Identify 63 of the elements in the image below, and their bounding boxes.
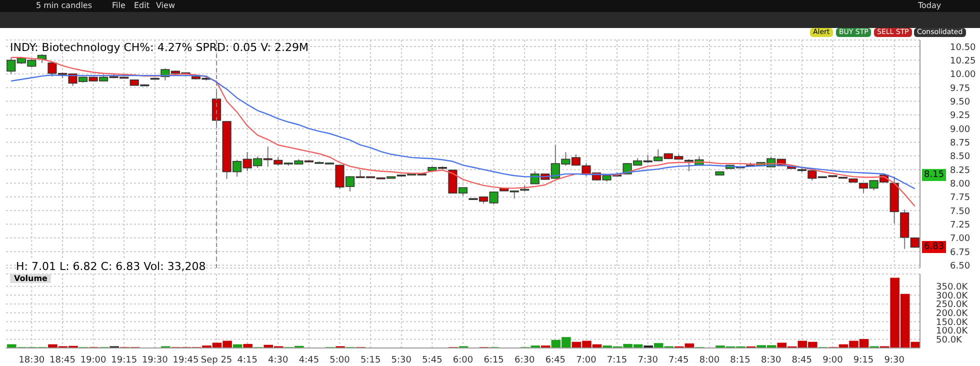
y-tick-label: 10.00 <box>950 70 976 80</box>
x-tick-label: 4:15 <box>237 355 258 366</box>
y-tick-label: 200.0K <box>936 308 969 319</box>
x-tick-label: 8:00 <box>699 355 720 366</box>
annotation: H: 7.01 L: 6.82 C: 6.83 Vol: 33,208 <box>16 260 206 273</box>
y-tick-label: 8.00 <box>950 179 970 190</box>
x-tick-label: 7:30 <box>638 355 658 366</box>
text: View <box>156 0 175 12</box>
x-tick-label: 6:45 <box>545 355 566 366</box>
x-tick-label: Sep 25 <box>200 355 232 366</box>
y-tick-label: 8.50 <box>950 152 970 162</box>
x-tick-label: 6:15 <box>484 355 504 366</box>
x-tick-label: 19:30 <box>142 355 168 366</box>
y-tick-label: 100.0K <box>936 326 969 337</box>
text: 6.83 <box>922 241 946 254</box>
x-tick-label: 5:45 <box>422 355 442 366</box>
x-tick-label: 8:45 <box>792 355 812 366</box>
x-tick-label: 6:00 <box>452 355 474 366</box>
y-tick-label: 350.0K <box>936 282 969 293</box>
x-tick-label: 7:45 <box>668 355 689 366</box>
x-tick-label: 7:00 <box>576 355 597 366</box>
y-tick-label: 250.0K <box>936 300 969 310</box>
x-tick-label: 4:45 <box>298 355 320 366</box>
y-tick-label: 7.50 <box>950 206 970 217</box>
y-tick-label: 150.0K <box>936 318 969 328</box>
y-tick-label: 9.75 <box>950 84 970 94</box>
y-tick-label: 10.50 <box>950 42 976 53</box>
y-tick-label: 7.25 <box>950 220 970 230</box>
chart-title: INDY: Biotechnology CH%: 4.27% SPRD: 0.05 V: 2.29M <box>10 41 308 54</box>
text: Edit <box>134 0 150 12</box>
text: 5 min candles <box>36 0 92 12</box>
x-tick-label: 18:45 <box>50 355 76 366</box>
y-tick-label: 8.75 <box>950 138 970 148</box>
y-tick-label: 8.25 <box>950 166 970 176</box>
text: 8.15 <box>922 169 946 182</box>
x-tick-label: 6:30 <box>514 355 535 366</box>
y-tick-label: 9.25 <box>950 111 970 122</box>
y-tick-label: 10.25 <box>950 56 976 66</box>
y-tick-label: 9.50 <box>950 97 970 108</box>
x-tick-label: 19:15 <box>111 355 138 366</box>
y-tick-label: 7.75 <box>950 193 970 204</box>
y-tick-label: 300.0K <box>936 291 969 302</box>
x-tick-label: 7:15 <box>606 355 628 366</box>
x-tick-label: 5:30 <box>391 355 412 366</box>
x-tick-label: 9:30 <box>884 355 905 366</box>
x-tick-label: 5:00 <box>330 355 350 366</box>
x-tick-label: 4:30 <box>268 355 289 366</box>
x-tick-label: 18:30 <box>18 355 45 366</box>
chart-title: Volume <box>10 274 52 283</box>
y-tick-label: 6.75 <box>950 248 970 258</box>
y-tick-label: 6.50 <box>950 261 970 272</box>
x-tick-label: 19:00 <box>80 355 107 366</box>
x-tick-label: 8:30 <box>760 355 782 366</box>
x-tick-label: 19:45 <box>172 355 199 366</box>
x-tick-label: 8:15 <box>730 355 750 366</box>
text: File <box>112 0 126 12</box>
x-tick-label: 9:15 <box>853 355 874 366</box>
x-tick-label: 5:15 <box>360 355 381 366</box>
y-tick-label: 7.00 <box>950 234 970 244</box>
y-tick-label: 9.00 <box>950 124 970 135</box>
y-tick-label: 50.0K <box>936 335 964 346</box>
x-tick-label: 9:00 <box>822 355 844 366</box>
text: Today <box>918 0 942 12</box>
